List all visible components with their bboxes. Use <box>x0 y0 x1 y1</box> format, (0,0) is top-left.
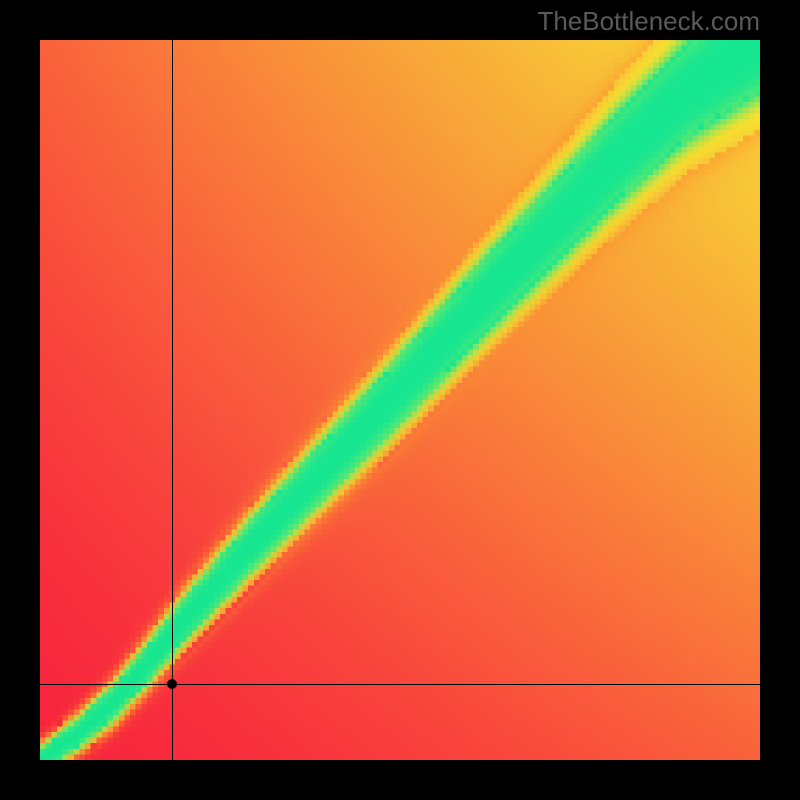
chart-container: TheBottleneck.com <box>0 0 800 800</box>
plot-area <box>40 40 760 760</box>
data-point-marker <box>167 679 177 689</box>
attribution-text: TheBottleneck.com <box>537 6 760 37</box>
crosshair-vertical <box>172 40 173 760</box>
heatmap-canvas <box>40 40 760 760</box>
crosshair-horizontal <box>40 684 760 685</box>
